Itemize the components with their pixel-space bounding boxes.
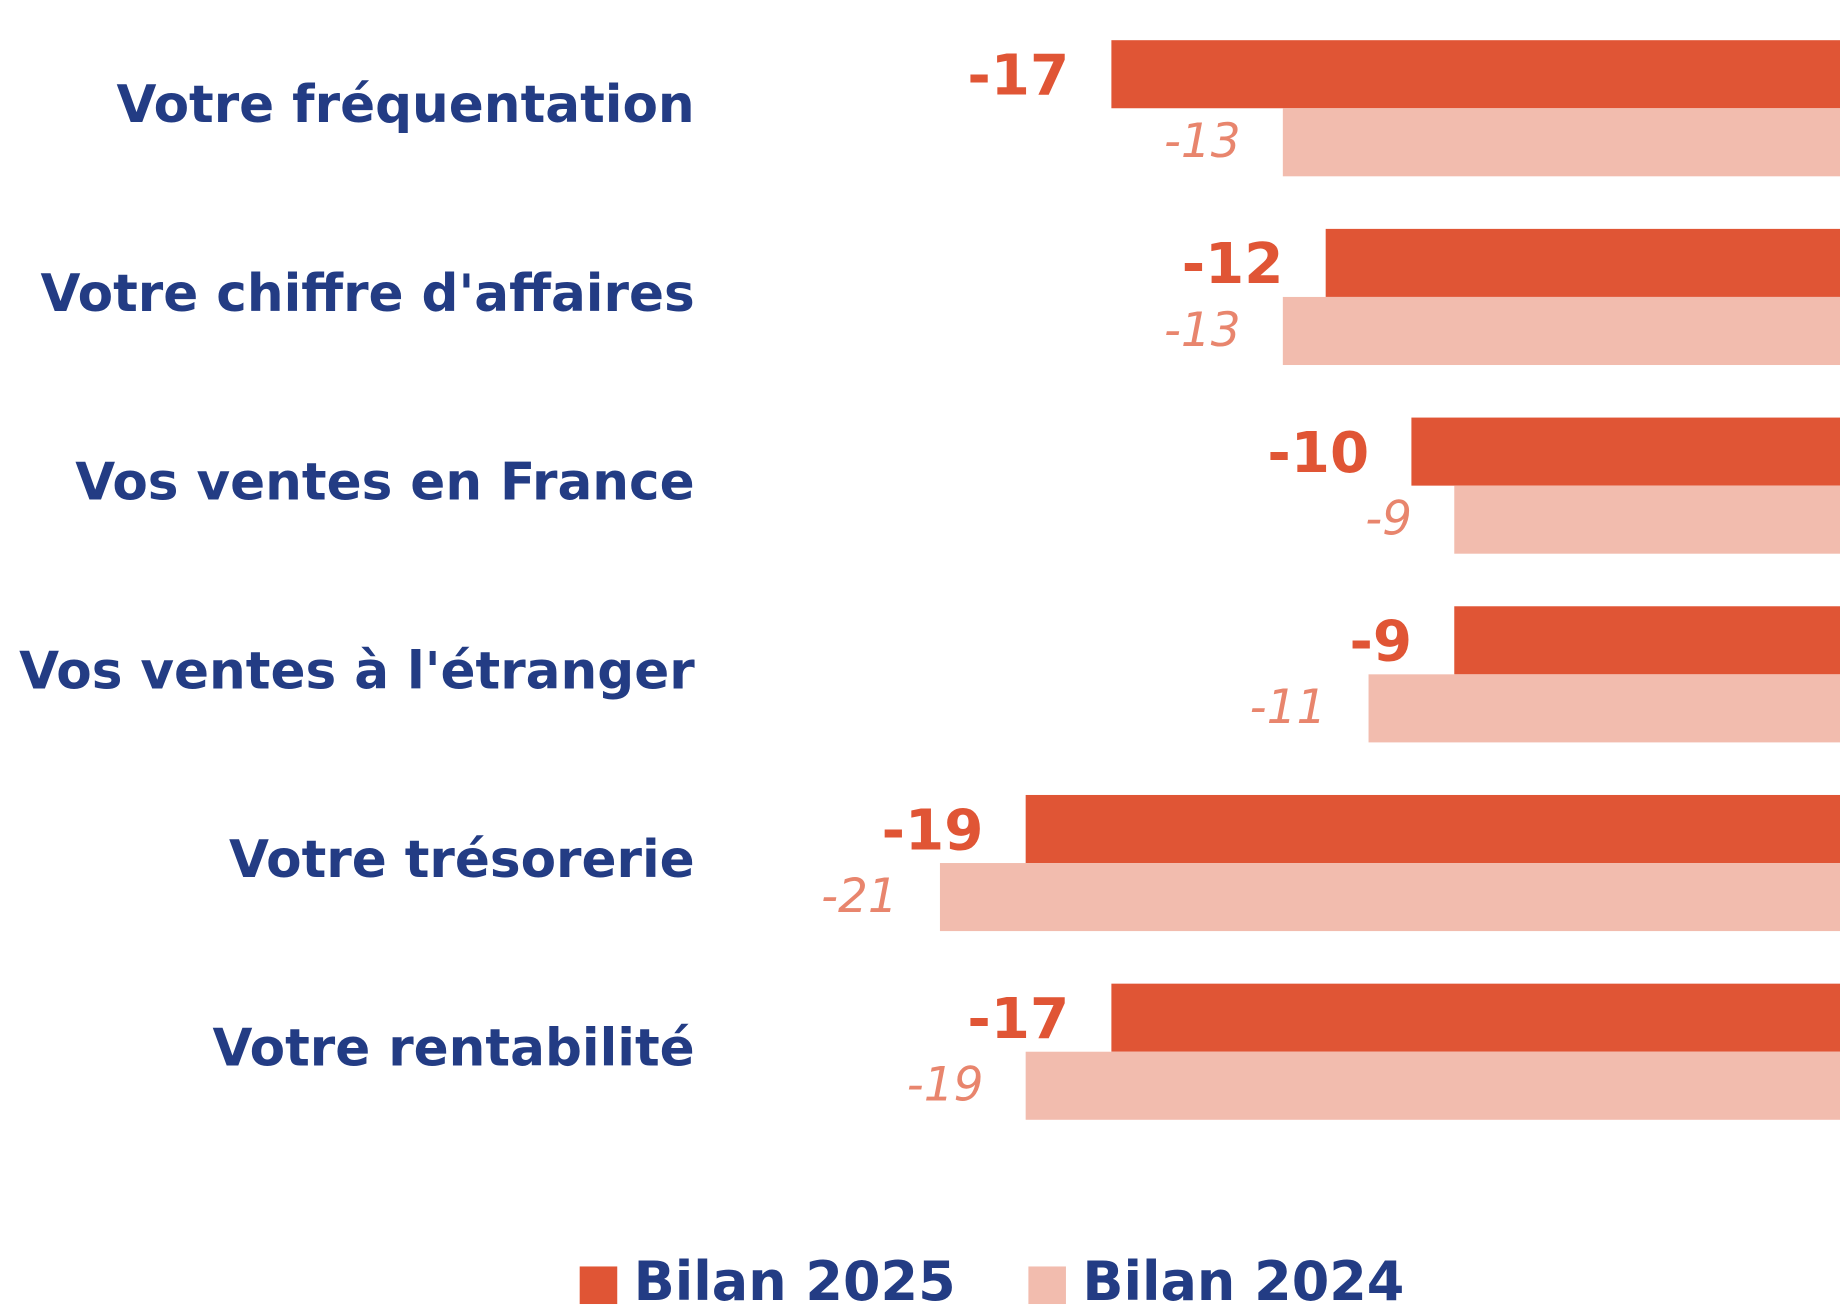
bar (1025, 794, 1840, 864)
bar (1282, 296, 1840, 366)
legend-swatch (579, 1266, 618, 1305)
value-label: -13 (1164, 303, 1241, 358)
value-label: -17 (967, 44, 1069, 109)
bar (1025, 1051, 1840, 1120)
value-label: -11 (1250, 680, 1327, 735)
bar (939, 863, 1840, 932)
bar (1454, 606, 1840, 675)
bar (1411, 417, 1840, 486)
value-label: -19 (882, 798, 984, 863)
value-label: -10 (1267, 421, 1369, 486)
value-label: -9 (1365, 492, 1412, 547)
category-label: Vos ventes en France (75, 453, 694, 513)
bar (1111, 40, 1840, 109)
category-label: Votre trésorerie (229, 830, 695, 890)
legend-swatch (1028, 1266, 1066, 1305)
value-label: -9 (1349, 610, 1412, 675)
bar (1325, 228, 1840, 297)
value-label: -19 (907, 1058, 984, 1113)
bar (1282, 108, 1840, 177)
category-label: Vos ventes à l'étranger (19, 641, 695, 701)
bar (1454, 485, 1840, 554)
legend-label: Bilan 2025 (634, 1250, 956, 1309)
category-label: Votre rentabilité (212, 1019, 694, 1079)
legend-label: Bilan 2024 (1082, 1250, 1404, 1309)
bar (1368, 674, 1840, 743)
value-label: -21 (821, 869, 898, 924)
category-label: Votre chiffre d'affaires (41, 264, 695, 324)
value-label: -13 (1164, 114, 1241, 169)
bar (1111, 983, 1840, 1052)
value-label: -12 (1182, 232, 1284, 297)
value-label: -17 (967, 987, 1069, 1052)
category-label: Votre fréquentation (116, 75, 694, 135)
